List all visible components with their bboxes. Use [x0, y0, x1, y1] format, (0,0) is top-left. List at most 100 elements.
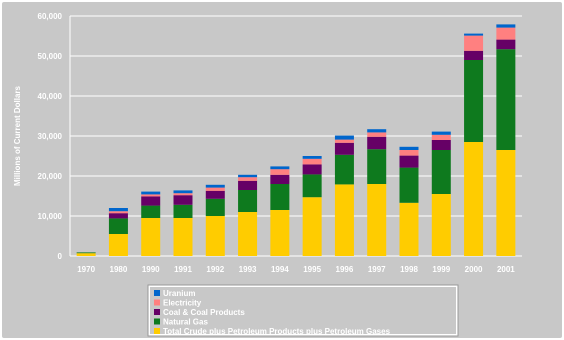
- bar-segment: [496, 24, 516, 28]
- bar-segment: [367, 136, 387, 150]
- x-tick-label: 1994: [271, 265, 289, 274]
- bar-segment: [464, 60, 484, 142]
- bar-segment: [496, 49, 516, 151]
- bar-segment: [270, 184, 290, 210]
- x-tick-label: 1993: [239, 265, 257, 274]
- bar-segment: [141, 205, 161, 218]
- bar-segment: [431, 194, 451, 256]
- bar-segment: [205, 190, 225, 199]
- bar-segment: [399, 150, 419, 156]
- x-tick-label: 2001: [497, 265, 515, 274]
- bar-segment: [141, 218, 161, 256]
- x-tick-label: 1995: [303, 265, 321, 274]
- bars-group: [76, 24, 516, 256]
- bar-segment: [173, 195, 193, 205]
- x-tick-label: 1970: [77, 265, 95, 274]
- y-tick-label: 50,000: [38, 52, 63, 61]
- bar-segment: [173, 204, 193, 218]
- bar-segment: [431, 140, 451, 150]
- y-tick-label: 40,000: [38, 92, 63, 101]
- legend-label: Uranium: [163, 289, 195, 298]
- bar-segment: [108, 234, 128, 256]
- bar-segment: [141, 196, 161, 206]
- x-tick-label: 1997: [368, 265, 386, 274]
- bar-segment: [464, 50, 484, 60]
- bar-segment: [205, 216, 225, 256]
- bar-segment: [367, 129, 387, 133]
- legend-label: Total Crude plus Petroleum Products plus…: [163, 327, 391, 336]
- legend-swatch: [154, 309, 160, 315]
- x-tick-label: 1990: [142, 265, 160, 274]
- bar-segment: [108, 211, 128, 214]
- x-axis-ticks: 1970 1980 1990 1991 1992 1993 1994 1995 1996 1997…: [77, 265, 515, 274]
- bar-segment: [496, 27, 516, 40]
- bar-segment: [464, 35, 484, 51]
- legend-swatch: [154, 318, 160, 325]
- bar-segment: [399, 146, 419, 150]
- bar-segment: [367, 184, 387, 256]
- bar-segment: [108, 218, 128, 234]
- bar-segment: [464, 33, 484, 36]
- bar-segment: [173, 193, 193, 196]
- bar-segment: [141, 194, 161, 197]
- bar-segment: [238, 180, 258, 190]
- bar-segment: [464, 142, 484, 256]
- legend-swatch: [154, 299, 160, 306]
- y-tick-label: 30,000: [38, 132, 63, 141]
- bar-segment: [496, 39, 516, 50]
- x-tick-label: 2000: [465, 265, 483, 274]
- legend-panel: [150, 287, 456, 334]
- x-tick-label: 1999: [432, 265, 450, 274]
- bar-segment: [302, 174, 322, 198]
- x-tick-label: 1992: [206, 265, 224, 274]
- legend-label: Electricity: [163, 299, 202, 308]
- bar-segment: [334, 154, 354, 185]
- bar-segment: [431, 134, 451, 140]
- legend-label: Natural Gas: [163, 318, 208, 327]
- legend-swatch: [154, 328, 160, 334]
- x-tick-label: 1998: [400, 265, 418, 274]
- bar-segment: [108, 213, 128, 219]
- bar-segment: [367, 132, 387, 137]
- bar-segment: [205, 187, 225, 191]
- bar-segment: [108, 208, 128, 212]
- bar-segment: [302, 156, 322, 159]
- y-axis-ticks: 0 10,000 20,000 30,000 40,000 50,000 60,000: [38, 12, 63, 261]
- bar-segment: [76, 252, 96, 254]
- bar-segment: [334, 142, 354, 155]
- x-tick-label: 1980: [110, 265, 128, 274]
- bar-segment: [238, 174, 258, 178]
- bar-segment: [270, 166, 290, 170]
- bar-segment: [302, 164, 322, 175]
- bar-segment: [431, 131, 451, 135]
- bar-segment: [238, 177, 258, 181]
- x-tick-label: 1996: [336, 265, 354, 274]
- y-tick-label: 0: [58, 252, 63, 261]
- bar-segment: [270, 169, 290, 175]
- bar-segment: [238, 212, 258, 256]
- bar-segment: [173, 190, 193, 194]
- bar-segment: [334, 184, 354, 256]
- bar-segment: [238, 190, 258, 212]
- gridlines: [69, 15, 522, 257]
- y-tick-label: 60,000: [38, 12, 63, 21]
- bar-segment: [399, 167, 419, 203]
- y-tick-label: 10,000: [38, 212, 63, 221]
- y-axis-title: Millions of Current Dollars: [13, 85, 22, 186]
- bar-segment: [367, 149, 387, 184]
- legend-label: Coal & Coal Products: [163, 308, 245, 317]
- bar-segment: [270, 174, 290, 184]
- bar-segment: [205, 198, 225, 216]
- bar-segment: [302, 158, 322, 165]
- legend-swatch: [154, 290, 160, 296]
- bar-segment: [431, 150, 451, 194]
- bar-segment: [76, 253, 96, 256]
- y-tick-label: 20,000: [38, 172, 63, 181]
- bar-segment: [141, 191, 161, 195]
- bar-segment: [399, 155, 419, 168]
- bar-segment: [334, 135, 354, 140]
- bar-segment: [496, 150, 516, 256]
- bar-segment: [270, 210, 290, 256]
